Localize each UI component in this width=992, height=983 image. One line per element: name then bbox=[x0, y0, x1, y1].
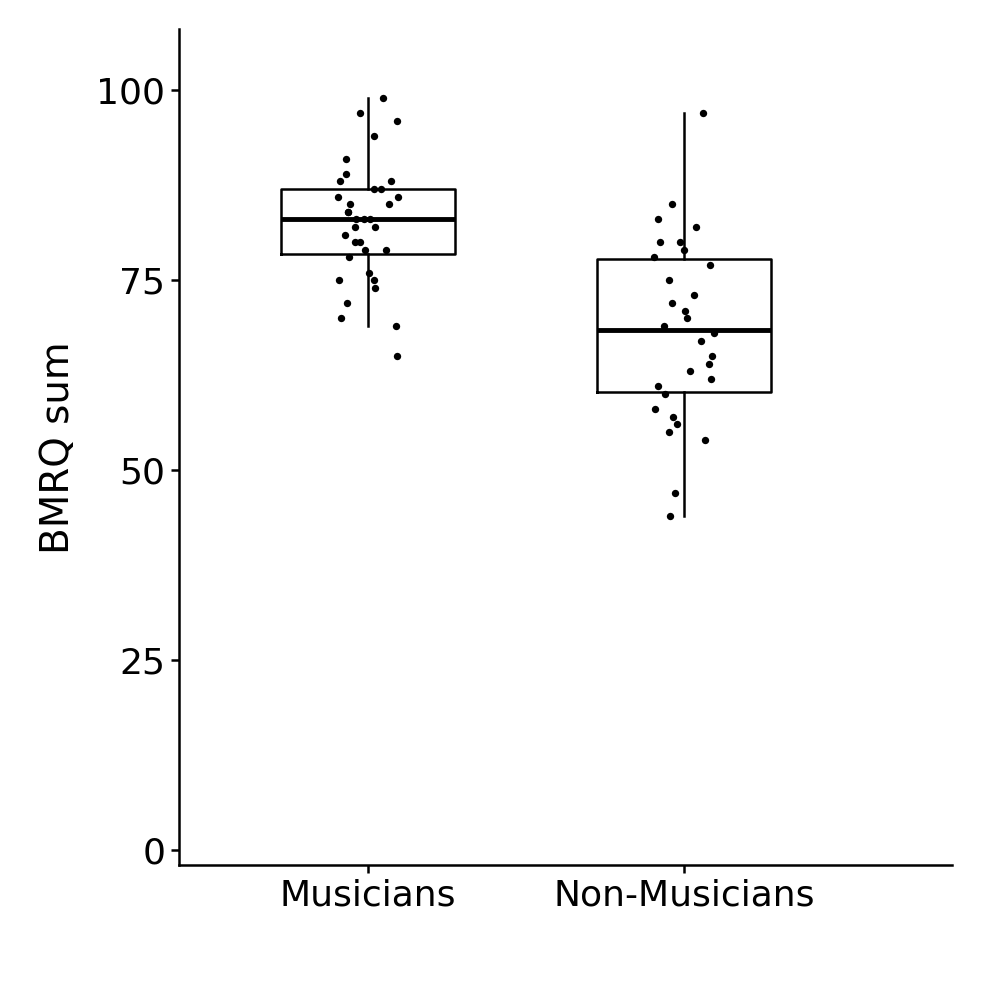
Point bbox=[650, 378, 666, 394]
Point bbox=[686, 287, 702, 303]
Point bbox=[366, 181, 382, 197]
Point bbox=[362, 211, 378, 227]
Point bbox=[352, 234, 368, 250]
Point bbox=[696, 432, 712, 447]
Point bbox=[381, 197, 397, 212]
Point bbox=[375, 90, 391, 106]
Y-axis label: BMRQ sum: BMRQ sum bbox=[39, 341, 77, 553]
Point bbox=[373, 181, 389, 197]
Point bbox=[390, 189, 406, 204]
Point bbox=[651, 211, 667, 227]
Point bbox=[347, 234, 363, 250]
Point bbox=[647, 250, 663, 265]
Point bbox=[662, 508, 678, 524]
Point bbox=[701, 356, 717, 372]
Point bbox=[656, 318, 672, 333]
Point bbox=[366, 128, 382, 144]
Point bbox=[352, 105, 368, 121]
Point bbox=[657, 386, 673, 402]
Point bbox=[673, 234, 688, 250]
Point bbox=[332, 311, 348, 326]
Point bbox=[356, 211, 372, 227]
Point bbox=[389, 113, 405, 129]
Point bbox=[361, 264, 377, 280]
Point bbox=[340, 203, 356, 219]
Point bbox=[703, 348, 719, 364]
Point bbox=[366, 272, 382, 288]
Point bbox=[647, 401, 663, 417]
Point bbox=[348, 211, 364, 227]
Point bbox=[339, 295, 355, 311]
Point bbox=[693, 333, 709, 349]
Point bbox=[347, 219, 363, 235]
Point bbox=[667, 485, 682, 500]
Point bbox=[705, 325, 721, 341]
Point bbox=[661, 272, 677, 288]
Point bbox=[357, 242, 373, 258]
Point bbox=[332, 174, 348, 190]
Point bbox=[340, 203, 356, 219]
Point bbox=[652, 234, 668, 250]
Point bbox=[378, 242, 394, 258]
Point bbox=[676, 242, 691, 258]
Point bbox=[383, 174, 399, 190]
Point bbox=[665, 409, 681, 425]
Point bbox=[679, 311, 694, 326]
Point bbox=[687, 219, 703, 235]
Point bbox=[664, 197, 680, 212]
Point bbox=[695, 105, 711, 121]
Point bbox=[337, 227, 353, 243]
Point bbox=[338, 166, 354, 182]
Point bbox=[342, 197, 358, 212]
Point bbox=[678, 303, 693, 318]
Point bbox=[329, 189, 345, 204]
Point bbox=[367, 219, 383, 235]
Point bbox=[338, 150, 354, 166]
Point bbox=[331, 272, 347, 288]
Point bbox=[664, 295, 680, 311]
Point bbox=[341, 250, 357, 265]
Point bbox=[662, 425, 678, 440]
Point bbox=[701, 258, 717, 273]
Point bbox=[702, 371, 718, 386]
Point bbox=[669, 417, 684, 433]
Point bbox=[367, 280, 383, 296]
Point bbox=[389, 318, 405, 333]
Point bbox=[682, 364, 698, 379]
Point bbox=[390, 348, 406, 364]
